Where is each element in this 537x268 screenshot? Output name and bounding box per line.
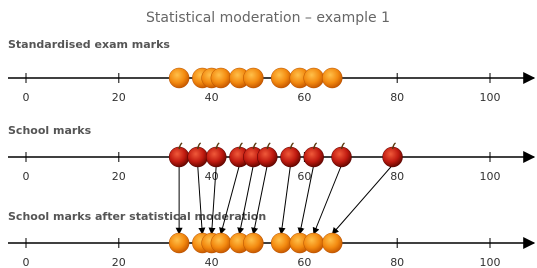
apple [169,143,189,167]
orange [322,233,342,253]
section-label: School marks [8,124,92,137]
orange-body [304,233,324,253]
orange-body [271,68,291,88]
orange-body [211,233,231,253]
tick-label: 0 [23,256,30,268]
tick-label: 60 [297,91,311,104]
orange [169,68,189,88]
tick-label: 40 [205,91,219,104]
orange-body [322,233,342,253]
tick-label: 100 [480,91,501,104]
orange-body [304,68,324,88]
moderation-arrow [314,165,342,234]
apple-body [280,147,300,167]
apple [188,143,208,167]
orange [211,68,231,88]
apple-body [188,147,208,167]
orange [322,68,342,88]
apple-body [257,147,277,167]
orange [271,68,291,88]
orange [304,233,324,253]
orange [304,68,324,88]
orange-body [211,68,231,88]
orange-body [169,233,189,253]
moderation-arrow [198,165,203,234]
tick-label: 40 [205,256,219,268]
apple-body [332,147,352,167]
tick-label: 20 [112,91,126,104]
tick-label: 0 [23,91,30,104]
orange-body [169,68,189,88]
tick-label: 60 [297,170,311,183]
moderation-arrow [221,165,240,234]
apple [383,143,403,167]
orange [169,233,189,253]
orange [243,68,263,88]
apple [332,143,352,167]
tick-label: 20 [112,170,126,183]
apple-body [169,147,189,167]
section-label: School marks after statistical moderatio… [8,210,266,223]
section-label: Standardised exam marks [8,38,170,51]
tick-label: 0 [23,170,30,183]
apple-body [206,147,226,167]
orange-body [243,233,263,253]
tick-label: 100 [480,170,501,183]
tick-label: 60 [297,256,311,268]
orange-body [322,68,342,88]
title: Statistical moderation – example 1 [146,10,390,26]
orange [243,233,263,253]
apple [206,143,226,167]
apple [257,143,277,167]
tick-label: 40 [205,170,219,183]
tick-label: 20 [112,256,126,268]
orange-body [243,68,263,88]
orange [271,233,291,253]
apple [304,143,324,167]
apple-body [304,147,324,167]
moderation-arrow [281,165,290,234]
diagram: Statistical moderation – example 1 Stand… [0,0,537,268]
apple [280,143,300,167]
orange-body [271,233,291,253]
orange [211,233,231,253]
tick-label: 80 [390,256,404,268]
moderation-arrow [253,165,267,234]
tick-label: 100 [480,256,501,268]
tick-label: 80 [390,91,404,104]
apple-body [383,147,403,167]
moderation-arrow [239,165,253,234]
moderation-arrow [332,165,392,234]
tick-label: 80 [390,170,404,183]
